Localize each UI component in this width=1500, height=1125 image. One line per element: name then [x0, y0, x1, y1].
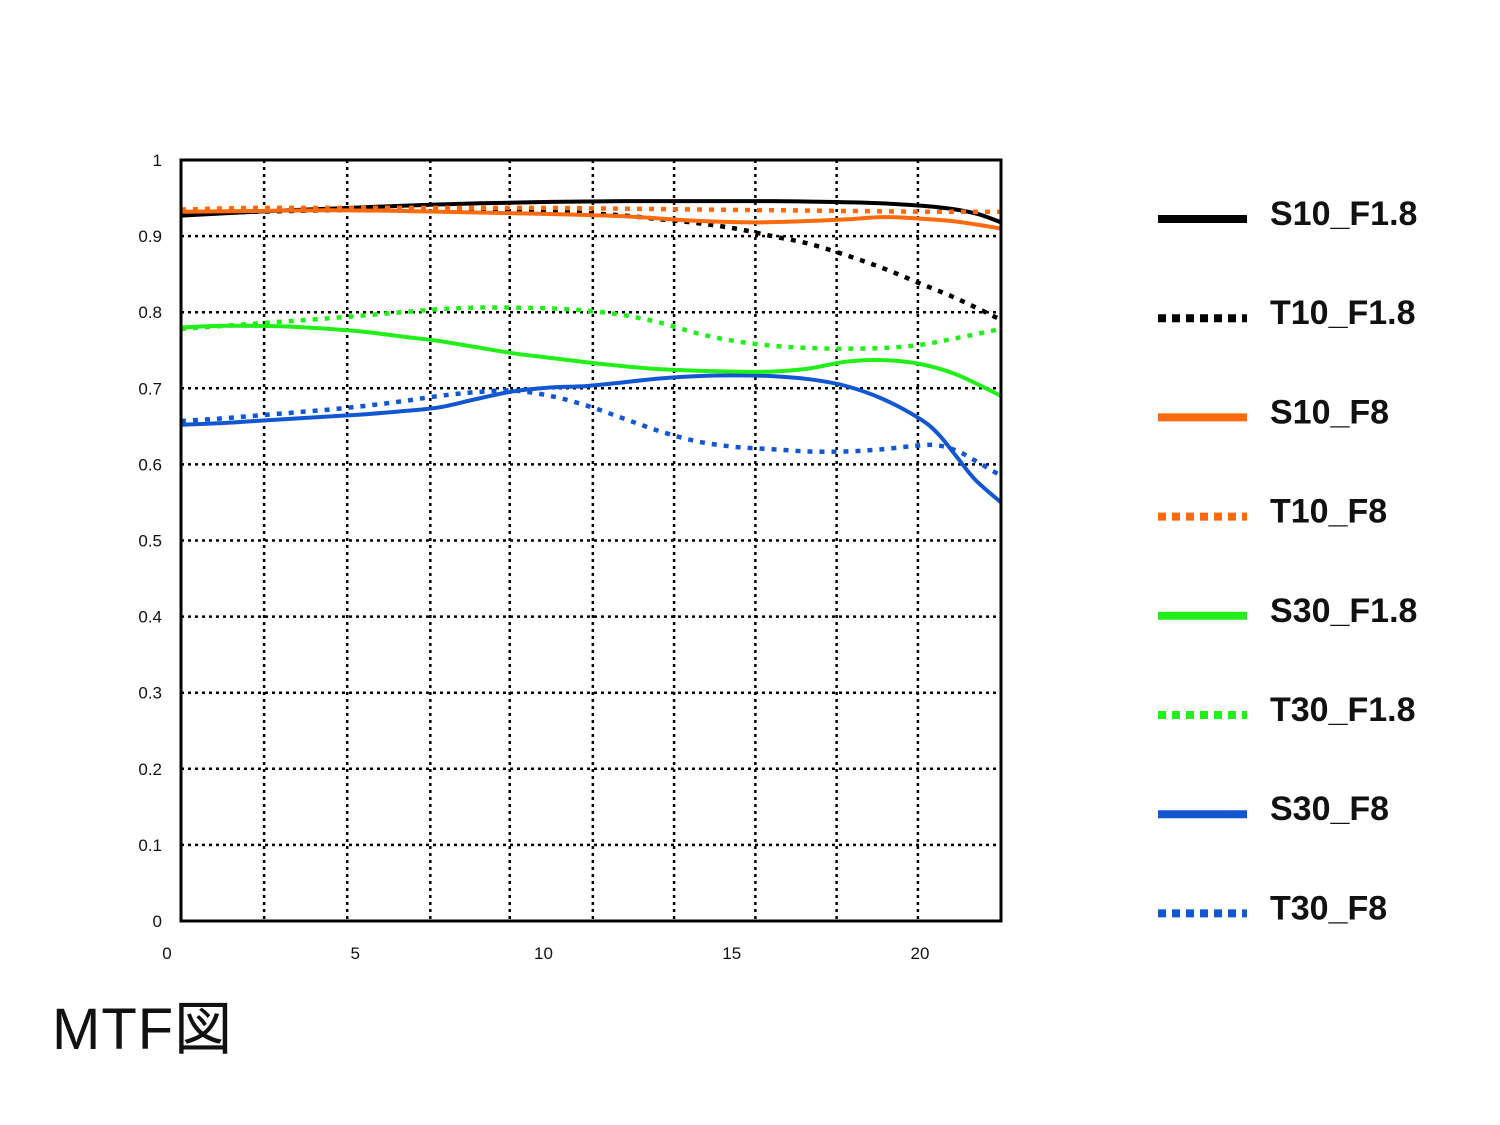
series-layer — [180, 199, 1003, 504]
y-tick-label: 0 — [153, 912, 162, 931]
legend: S10_F1.8 T10_F1.8 S10_F8 T10_F8 S30_F1.8 T30_… — [1158, 195, 1417, 927]
x-tick-label: 10 — [534, 944, 553, 963]
y-tick-label: 0.4 — [138, 608, 162, 627]
legend-label: T30_F8 — [1270, 889, 1387, 927]
legend-label: S10_F8 — [1270, 393, 1389, 431]
legend-label: T10_F1.8 — [1270, 294, 1416, 332]
legend-label: S30_F1.8 — [1270, 592, 1417, 630]
y-tick-label: 0.7 — [138, 379, 162, 398]
y-tick-label: 1 — [153, 151, 162, 170]
plot-frame — [179, 158, 1003, 923]
tick-labels: 00.10.20.30.40.50.60.70.80.910 5 10 15 20 — [138, 151, 929, 963]
y-tick-label: 0.1 — [138, 836, 162, 855]
series-line-s10-f8 — [180, 208, 1002, 231]
y-tick-label: 0.6 — [138, 455, 162, 474]
y-tick-label: 0.8 — [138, 303, 162, 322]
legend-label: S30_F8 — [1270, 790, 1389, 828]
series-line-t10-f8 — [180, 205, 1001, 215]
x-tick-label: 15 — [722, 944, 741, 963]
y-tick-label: 0.2 — [138, 760, 162, 779]
series-line-s30-f8 — [180, 373, 1003, 504]
y-tick-label: 0.5 — [138, 532, 162, 551]
legend-label: T30_F1.8 — [1270, 691, 1416, 729]
series-line-t10-f1-8 — [180, 207, 1002, 322]
x-tick-label: 20 — [911, 944, 930, 963]
series-line-t30-f1-8 — [180, 305, 1002, 351]
y-tick-label: 0.3 — [138, 684, 162, 703]
x-tick-label: 0 — [162, 944, 171, 963]
series-line-s30-f1-8 — [180, 323, 1002, 398]
legend-label: S10_F1.8 — [1270, 195, 1417, 233]
y-tick-label: 0.9 — [138, 227, 162, 246]
chart-caption: MTF図 — [52, 997, 234, 1062]
legend-label: T10_F8 — [1270, 493, 1387, 531]
grid-layer — [181, 160, 1001, 921]
series-line-t30-f8 — [180, 388, 1003, 478]
x-tick-label: 5 — [351, 944, 360, 963]
